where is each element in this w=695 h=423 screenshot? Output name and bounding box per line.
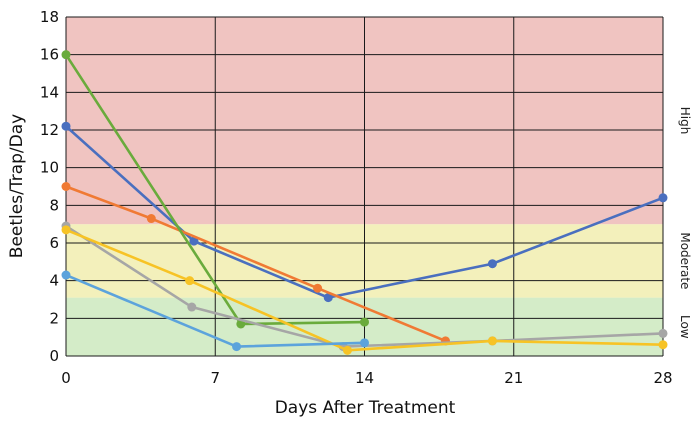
y-tick-labels: 0 2 4 6 8 10 12 14 16 18 <box>40 8 59 365</box>
series-lines <box>61 50 668 355</box>
y-tick-label: 18 <box>40 8 59 26</box>
data-point <box>146 214 156 224</box>
y-tick-label: 10 <box>40 159 59 177</box>
x-tick-label: 0 <box>61 369 71 387</box>
x-tick-label: 28 <box>653 369 672 387</box>
x-tick-label: 7 <box>210 369 220 387</box>
zone-label-low: Low <box>678 315 692 339</box>
y-tick-label: 4 <box>49 272 59 290</box>
x-tick-labels: 0 7 14 21 28 <box>61 369 672 387</box>
data-point <box>360 317 369 327</box>
x-tick-label: 21 <box>504 369 523 387</box>
x-tick-label: 14 <box>355 369 374 387</box>
grid-lines <box>65 16 664 357</box>
data-point <box>189 236 199 246</box>
y-tick-label: 12 <box>40 121 59 139</box>
data-point <box>487 259 497 269</box>
data-point <box>342 345 352 355</box>
data-point <box>313 283 323 293</box>
data-point <box>487 336 497 346</box>
zone-label-moderate: Moderate <box>678 232 692 289</box>
series-line-2 <box>64 185 447 343</box>
y-tick-label: 2 <box>49 309 59 327</box>
data-point <box>658 193 668 203</box>
y-tick-label: 0 <box>49 347 59 365</box>
x-axis-title: Days After Treatment <box>275 398 456 418</box>
zone-label-high: High <box>678 107 692 135</box>
y-axis-title: Beetles/Trap/Day <box>7 114 27 258</box>
data-point <box>658 340 668 350</box>
y-tick-label: 6 <box>49 234 59 252</box>
data-point <box>61 270 71 280</box>
y-tick-label: 14 <box>40 83 59 101</box>
data-point <box>360 338 369 348</box>
zone-labels: Low Moderate High <box>678 107 692 339</box>
data-point <box>61 182 71 191</box>
data-point <box>323 293 333 303</box>
data-point <box>61 225 71 235</box>
data-point <box>61 50 71 60</box>
y-tick-label: 8 <box>49 196 59 214</box>
data-point <box>61 121 71 131</box>
data-point <box>187 302 197 312</box>
y-tick-label: 16 <box>40 46 59 64</box>
data-point <box>232 342 242 352</box>
data-point <box>185 276 195 286</box>
data-point <box>658 328 668 338</box>
